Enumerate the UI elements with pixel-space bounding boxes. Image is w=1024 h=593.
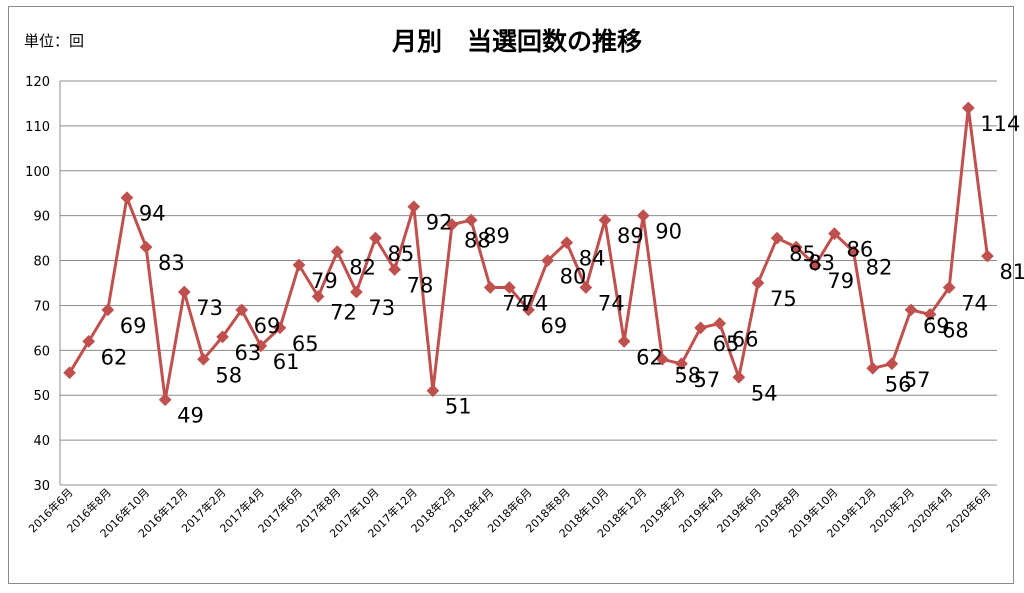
- data-label: 79: [311, 269, 338, 293]
- data-point-marker: [407, 200, 421, 214]
- data-label: 82: [349, 256, 376, 280]
- y-tick-label: 120: [25, 75, 50, 90]
- data-label: 79: [827, 269, 854, 293]
- data-point-marker: [254, 339, 268, 353]
- data-label: 62: [101, 345, 128, 369]
- data-label: 86: [846, 238, 873, 262]
- chart-frame: [8, 6, 1014, 584]
- data-point-marker: [330, 245, 344, 258]
- data-label: 74: [598, 291, 625, 315]
- y-tick-label: 110: [25, 120, 50, 135]
- data-label: 73: [196, 296, 223, 320]
- data-label: 61: [273, 350, 300, 374]
- y-tick-label: 70: [33, 299, 50, 314]
- data-label: 62: [636, 345, 663, 369]
- data-point-marker: [388, 263, 402, 276]
- data-point-marker: [961, 101, 975, 115]
- data-point-marker: [235, 303, 249, 317]
- y-tick-label: 30: [33, 479, 50, 494]
- data-point-marker: [158, 393, 172, 407]
- y-tick-label: 60: [33, 344, 50, 359]
- data-label: 92: [426, 211, 453, 235]
- data-label: 83: [158, 251, 185, 275]
- data-point-marker: [101, 303, 115, 317]
- y-axis-ticks: 30 40 50 60 70 80 90 100 110 120: [25, 75, 50, 494]
- data-label: 89: [483, 224, 510, 248]
- data-label: 65: [292, 332, 319, 356]
- data-label: 65: [713, 332, 740, 356]
- data-label: 81: [999, 260, 1024, 284]
- data-point-marker: [694, 321, 707, 335]
- data-point-marker: [770, 231, 784, 245]
- data-label: 63: [235, 341, 262, 365]
- data-label: 89: [617, 224, 644, 248]
- data-point-marker: [426, 384, 440, 398]
- data-point-marker: [311, 290, 325, 303]
- chart-title: 月別 当選回数の推移: [391, 27, 642, 56]
- data-label: 83: [808, 251, 835, 275]
- data-point-marker: [445, 218, 459, 232]
- data-point-marker: [216, 330, 229, 344]
- data-point-marker: [369, 231, 382, 245]
- y-tick-label: 90: [33, 210, 50, 225]
- data-point-marker: [866, 361, 880, 375]
- data-label: 57: [904, 368, 931, 392]
- y-tick-label: 50: [33, 389, 50, 404]
- data-label: 57: [693, 368, 720, 392]
- data-labels: 6269948349735863696165797282738578925188…: [101, 112, 1024, 428]
- data-label: 51: [445, 395, 472, 419]
- data-label: 94: [139, 202, 166, 226]
- data-point-marker: [885, 357, 899, 371]
- data-label: 88: [464, 229, 491, 253]
- data-label: 58: [215, 363, 242, 387]
- data-point-marker: [273, 321, 287, 335]
- data-label: 68: [942, 318, 969, 342]
- y-tick-label: 80: [33, 255, 50, 270]
- data-label: 82: [866, 256, 893, 280]
- data-point-marker: [617, 334, 631, 348]
- data-point-marker: [63, 366, 76, 380]
- data-point-marker: [177, 285, 191, 299]
- data-label: 75: [770, 287, 797, 311]
- data-point-marker: [751, 276, 765, 290]
- data-label: 56: [885, 372, 912, 396]
- data-label: 66: [732, 327, 759, 351]
- data-point-marker: [292, 258, 306, 272]
- data-label: 74: [521, 291, 548, 315]
- data-label: 90: [655, 220, 682, 244]
- data-label: 49: [177, 404, 204, 428]
- data-label: 69: [923, 314, 950, 338]
- data-label: 69: [120, 314, 147, 338]
- data-point-marker: [120, 191, 134, 205]
- data-label: 74: [961, 291, 988, 315]
- data-point-marker: [636, 209, 650, 223]
- unit-label: 単位：回: [24, 32, 85, 50]
- data-label: 85: [388, 242, 415, 266]
- data-label: 114: [980, 112, 1020, 136]
- data-point-marker: [732, 370, 746, 384]
- data-label: 78: [407, 274, 434, 298]
- data-point-marker: [82, 334, 96, 348]
- data-label: 85: [789, 242, 816, 266]
- data-label: 69: [541, 314, 568, 338]
- x-axis-ticks: 2016年6月2016年8月2016年10月2016年12月2017年2月201…: [25, 485, 993, 540]
- data-label: 69: [254, 314, 281, 338]
- data-label: 80: [560, 265, 587, 289]
- data-label: 84: [579, 247, 606, 271]
- data-point-marker: [197, 352, 210, 366]
- data-point-marker: [713, 317, 727, 330]
- data-point-marker: [483, 281, 497, 294]
- y-tick-label: 100: [25, 165, 50, 180]
- data-point-marker: [464, 213, 478, 227]
- data-label: 74: [502, 291, 529, 315]
- data-label: 58: [674, 363, 701, 387]
- data-label: 72: [330, 300, 357, 324]
- data-point-marker: [350, 285, 363, 299]
- data-label: 54: [751, 381, 778, 405]
- data-point-marker: [139, 240, 153, 254]
- y-tick-label: 40: [33, 434, 50, 449]
- data-label: 73: [368, 296, 395, 320]
